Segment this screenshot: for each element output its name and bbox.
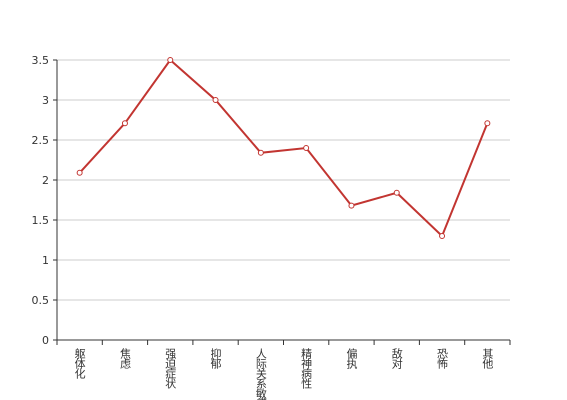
- y-tick-label: 1: [42, 254, 49, 267]
- y-tick-label: 3.5: [32, 54, 50, 67]
- y-tick-label: 0: [42, 334, 49, 347]
- y-tick-label: 1.5: [32, 214, 50, 227]
- x-tick-label: 精神病性: [300, 348, 313, 390]
- point: [212, 97, 219, 103]
- series-line: [78, 58, 489, 238]
- point: [439, 233, 446, 239]
- point: [393, 189, 400, 196]
- y-tick-label: 3: [42, 94, 49, 107]
- point: [121, 120, 128, 127]
- x-tick-label: 焦虑: [118, 348, 131, 369]
- point: [303, 145, 310, 151]
- point: [348, 202, 355, 209]
- x-tick-label: 抑郁: [209, 347, 222, 369]
- x-tick-label: 强迫症状: [164, 348, 177, 389]
- point: [167, 57, 174, 63]
- point: [76, 169, 83, 176]
- x-tick-label: 敌对: [390, 347, 403, 369]
- point: [484, 120, 491, 127]
- point: [257, 149, 264, 156]
- y-tick-label: 2: [42, 174, 49, 187]
- x-tick-label: 人际关系敏感: [254, 348, 267, 400]
- y-tick-label: 2.5: [32, 134, 50, 147]
- x-tick-label: 其他: [481, 348, 494, 369]
- x-tick-label: 躯体化: [73, 348, 86, 380]
- y-tick-label: 0.5: [32, 294, 50, 307]
- x-tick-label: 偏执: [345, 347, 358, 370]
- x-tick-label: 恐怖: [436, 348, 449, 369]
